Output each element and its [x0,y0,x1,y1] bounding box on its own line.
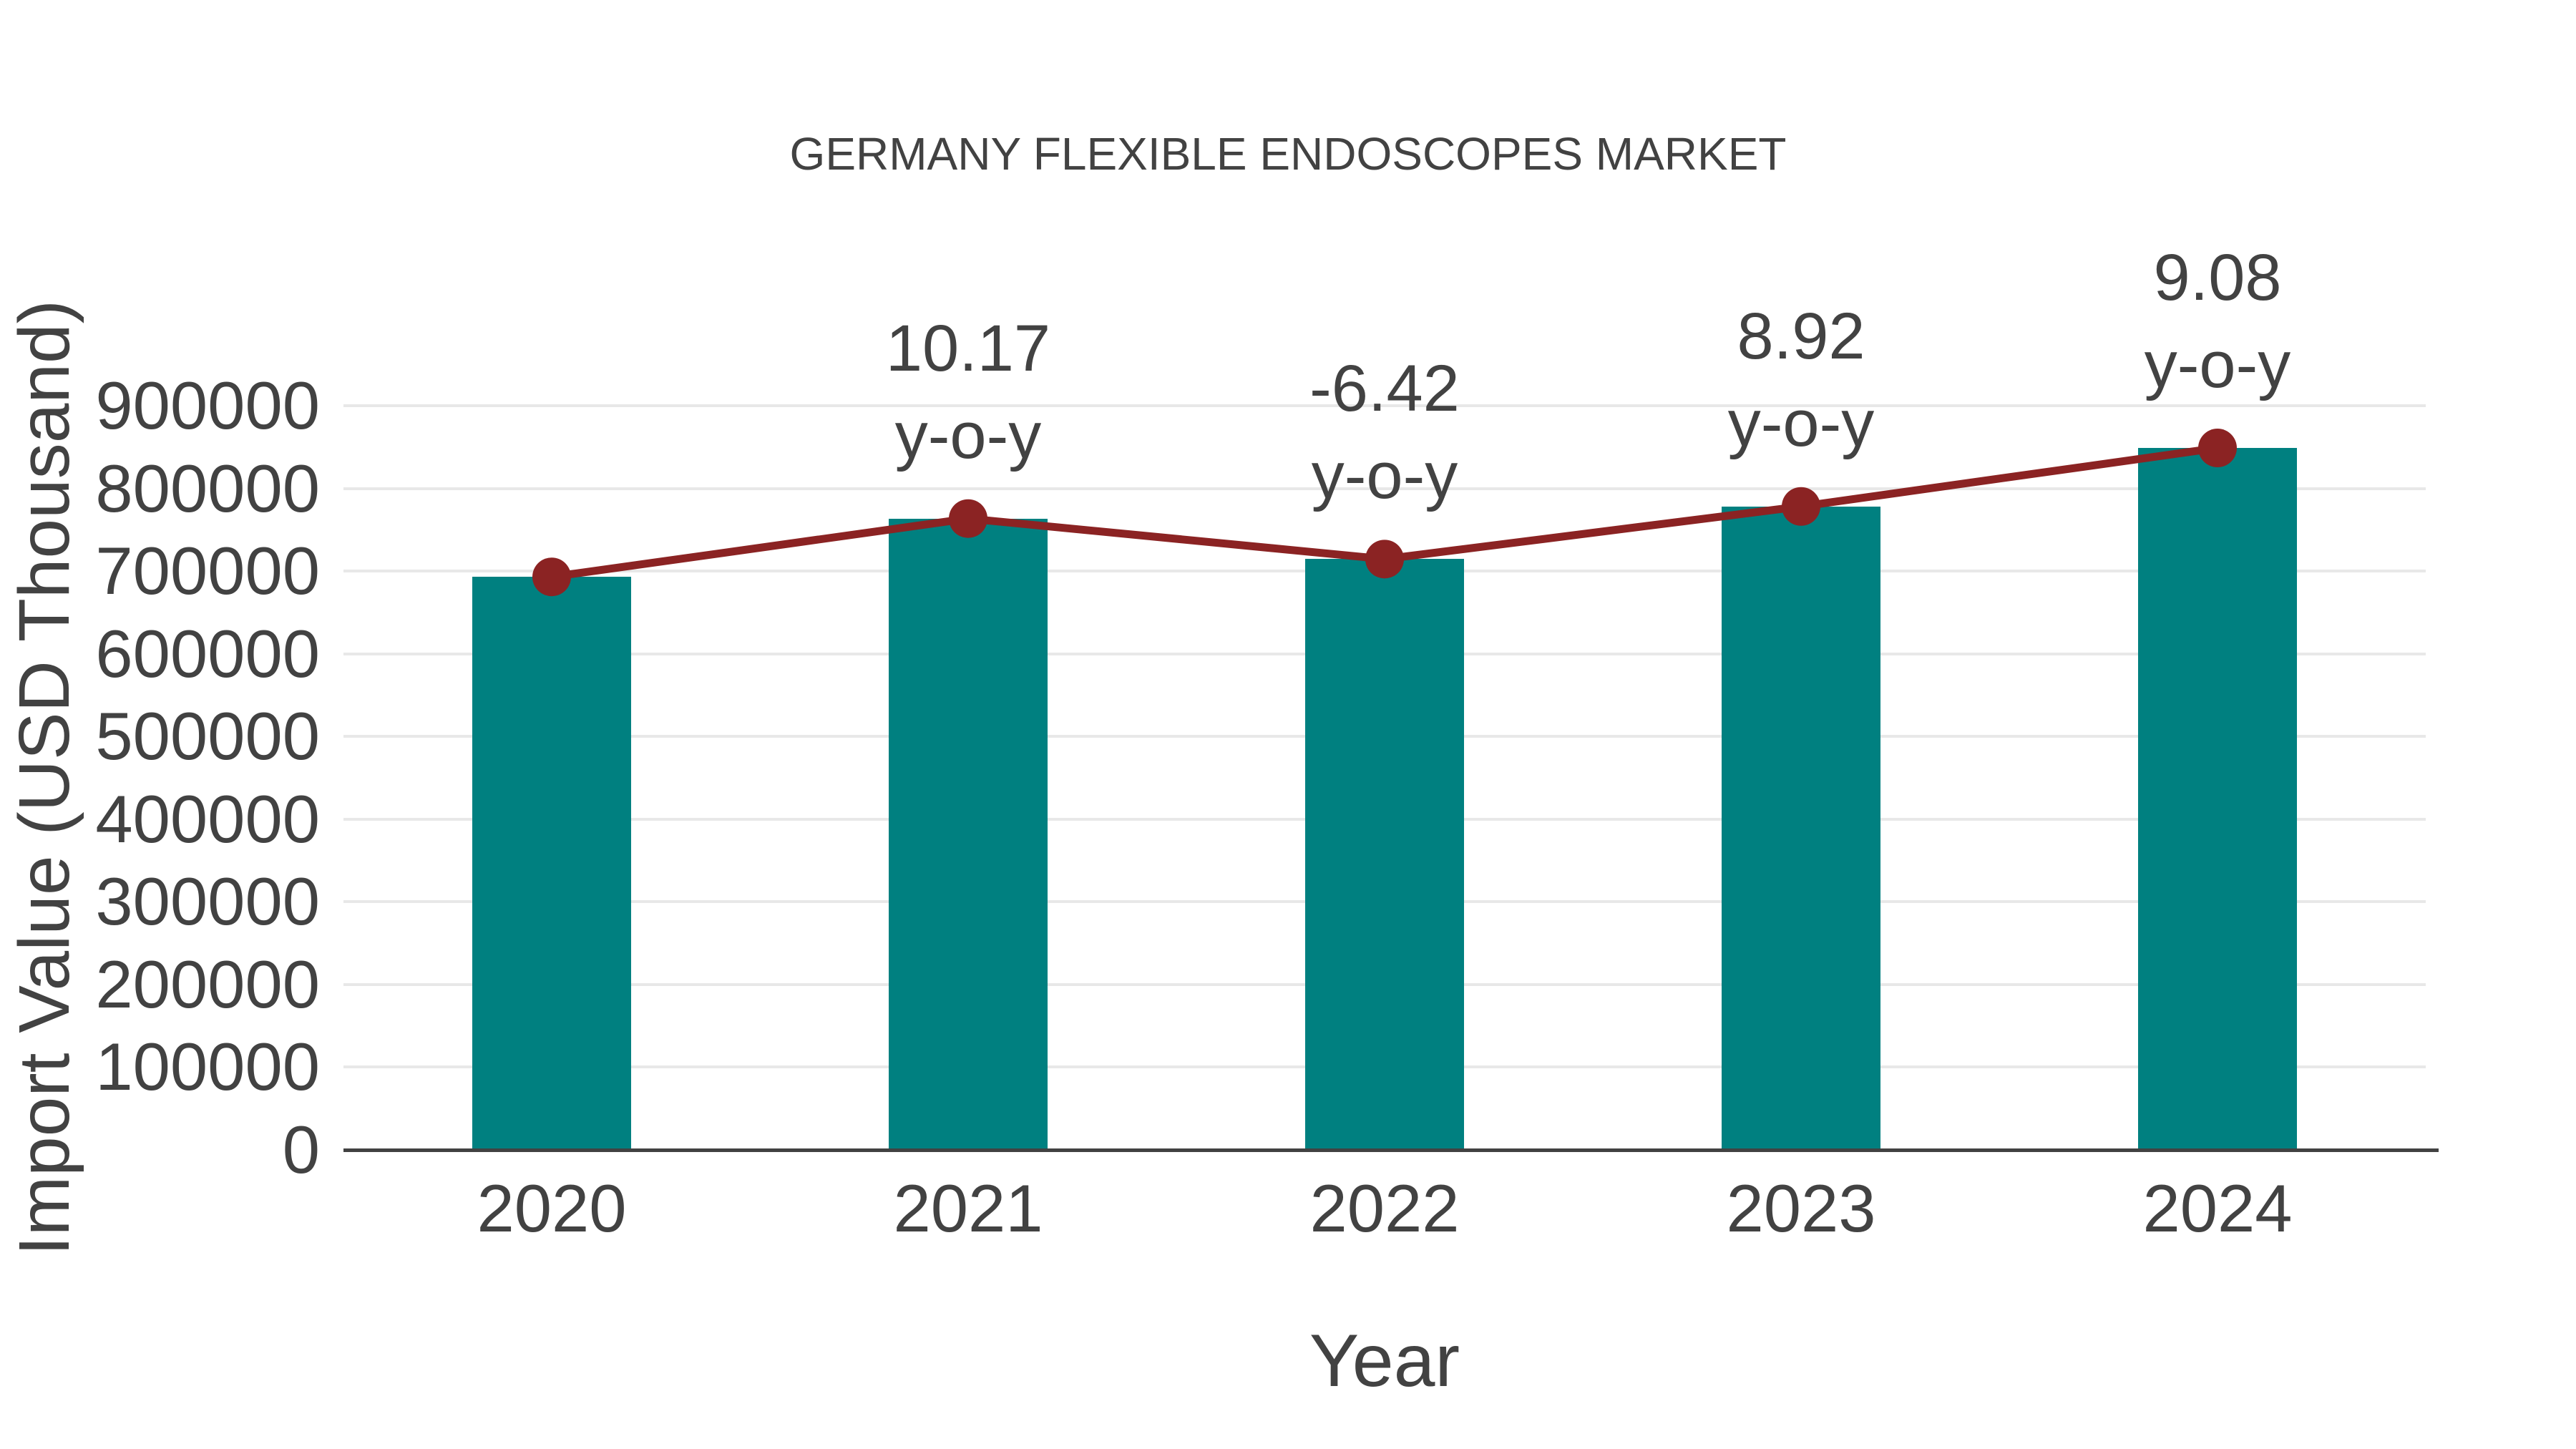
bar-2024[interactable] [2138,448,2297,1150]
gridline-900000 [343,404,2426,407]
y-tick-label-700000: 700000 [95,533,320,609]
y-tick-label-300000: 300000 [95,864,320,940]
y-tick-label-0: 0 [282,1112,320,1187]
y-tick-label-900000: 900000 [95,368,320,443]
x-axis-title: Year [1309,1319,1460,1402]
y-tick-label-500000: 500000 [95,698,320,774]
y-tick-label-400000: 400000 [95,781,320,857]
y-tick-label-600000: 600000 [95,615,320,691]
line-marker-2023[interactable] [1782,487,1820,526]
bar-2022[interactable] [1305,559,1464,1150]
line-marker-2024[interactable] [2198,429,2237,468]
x-tick-label-2024: 2024 [2142,1171,2293,1246]
yoy-value-2022: -6.42 [1309,352,1460,426]
x-tick-label-2020: 2020 [477,1171,627,1246]
yoy-value-2023: 8.92 [1737,299,1865,373]
line-marker-2022[interactable] [1365,540,1404,579]
yoy-label-2023: y-o-y [1727,386,1875,460]
gridline-800000 [343,487,2426,490]
x-axis-line [343,1148,2439,1152]
yoy-value-2021: 10.17 [885,311,1051,385]
x-tick-label-2023: 2023 [1726,1171,1876,1246]
y-tick-label-200000: 200000 [95,946,320,1022]
bar-2020[interactable] [472,577,631,1150]
yoy-annotation-2021: 10.17 y-o-y [739,305,1197,479]
y-tick-label-800000: 800000 [95,450,320,526]
yoy-annotation-2022: -6.42 y-o-y [1156,345,1614,519]
yoy-annotation-2023: 8.92 y-o-y [1572,293,2030,467]
x-tick-label-2022: 2022 [1309,1171,1460,1246]
yoy-label-2024: y-o-y [2144,328,2291,402]
y-tick-label-100000: 100000 [95,1029,320,1105]
yoy-label-2021: y-o-y [894,399,1042,472]
chart-title: GERMANY FLEXIBLE ENDOSCOPES MARKET [789,128,1787,180]
bar-2023[interactable] [1722,506,1880,1150]
yoy-label-2022: y-o-y [1311,439,1458,513]
line-marker-2021[interactable] [949,499,987,538]
yoy-annotation-2024: 9.08 y-o-y [1989,234,2446,409]
x-tick-label-2021: 2021 [893,1171,1043,1246]
bar-2021[interactable] [889,518,1048,1150]
yoy-value-2024: 9.08 [2153,241,2282,315]
line-marker-2020[interactable] [532,557,571,597]
y-axis-title: Import Value (USD Thousand) [4,300,84,1256]
